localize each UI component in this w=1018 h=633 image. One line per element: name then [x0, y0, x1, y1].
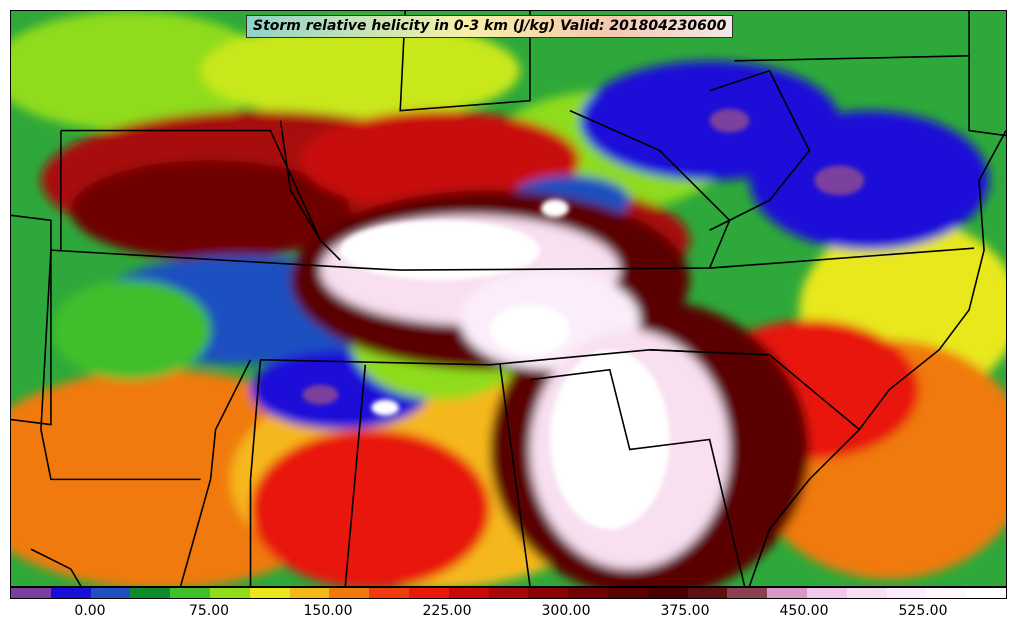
colorbar-segment — [886, 588, 927, 598]
colorbar-tick-label: 450.00 — [779, 603, 829, 619]
colorbar-tick-label: 525.00 — [898, 603, 948, 619]
colorbar-segment — [170, 588, 210, 598]
colorbar-segment — [289, 588, 330, 598]
colorbar — [10, 587, 1007, 599]
colorbar-segment — [926, 588, 967, 598]
colorbar-segment — [448, 588, 489, 598]
colorbar-tick-label: 0.00 — [74, 603, 106, 619]
colorbar-segment — [607, 588, 648, 598]
colorbar-segment — [647, 588, 688, 598]
colorbar-segment — [806, 588, 847, 598]
colorbar-segment — [846, 588, 887, 598]
colorbar-segment — [727, 588, 768, 598]
colorbar-segment — [209, 588, 250, 598]
colorbar-segment — [767, 588, 807, 598]
colorbar-segment — [90, 588, 131, 598]
colorbar-tick-label: 75.00 — [188, 603, 230, 619]
map-title: Storm relative helicity in 0-3 km (J/kg)… — [246, 15, 734, 38]
colorbar-segment — [50, 588, 91, 598]
colorbar-segment — [408, 588, 449, 598]
colorbar-segment — [130, 588, 171, 598]
colorbar-tick-label: 375.00 — [660, 603, 710, 619]
colorbar-segment — [568, 588, 608, 598]
colorbar-labels: 0.00 75.00 150.00 225.00 300.00 375.00 450.00 5… — [10, 603, 1007, 623]
colorbar-segment — [528, 588, 569, 598]
colorbar-segment — [966, 588, 1006, 598]
colorbar-tick-label: 225.00 — [422, 603, 472, 619]
map-contour-field — [11, 11, 1006, 586]
helicity-map — [10, 10, 1007, 587]
colorbar-segment — [249, 588, 290, 598]
colorbar-segment — [11, 588, 51, 598]
colorbar-segment — [329, 588, 370, 598]
colorbar-tick-label: 300.00 — [541, 603, 591, 619]
colorbar-segment — [687, 588, 728, 598]
coastline — [748, 130, 1006, 586]
colorbar-segment — [369, 588, 409, 598]
state-boundaries — [11, 11, 1006, 586]
colorbar-segment — [488, 588, 529, 598]
colorbar-tick-label: 150.00 — [303, 603, 353, 619]
